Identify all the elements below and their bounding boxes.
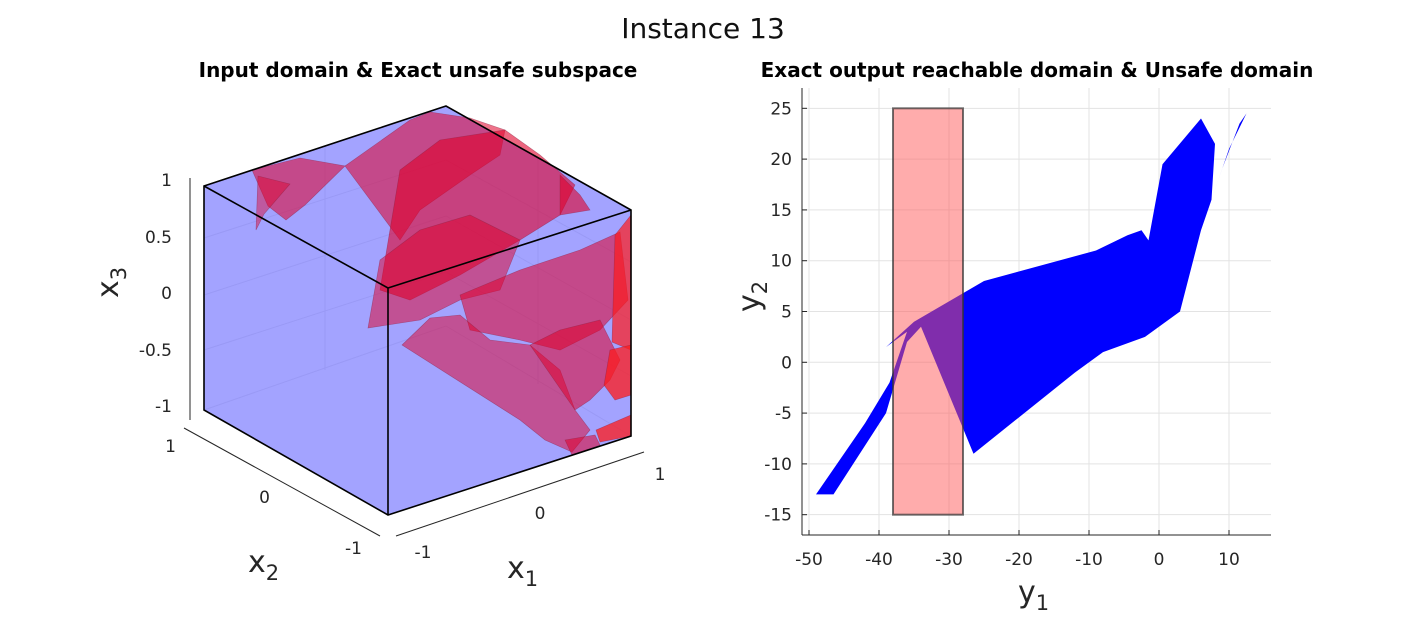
unsafe-region — [559, 174, 591, 216]
y-tick-label: -10 — [764, 455, 792, 475]
x3-tick-label: -0.5 — [139, 341, 172, 361]
y-tick-label: 5 — [781, 303, 792, 323]
x1-ticks: -1 0 1 — [415, 465, 666, 563]
reachable-domain — [816, 113, 1247, 495]
y-tick-label: 0 — [781, 353, 792, 373]
x1-tick-label: 1 — [655, 465, 666, 485]
y-tick-label: -15 — [764, 506, 792, 526]
unsafe-region — [255, 175, 291, 231]
unsafe-region — [564, 434, 601, 456]
cube-left-face — [204, 186, 388, 515]
cube-edges — [203, 105, 632, 516]
right-series — [816, 107, 1247, 516]
x3-ticks: 1 0.5 0 -0.5 -1 — [139, 171, 172, 417]
x3-tick-label: 1 — [161, 171, 172, 191]
y-tick-label: -5 — [775, 404, 792, 424]
y-tick-label: 25 — [770, 99, 792, 119]
unsafe-region — [603, 344, 632, 401]
x-tick-label: -20 — [1005, 550, 1033, 570]
y2-ticks: -15 -10 -5 0 5 10 15 20 25 — [764, 99, 807, 526]
x1-tick-label: -1 — [415, 543, 432, 563]
x2-tick-label: 1 — [165, 437, 176, 457]
left-panel-title: Input domain & Exact unsafe subspace — [199, 58, 638, 82]
right-panel-title: Exact output reachable domain & Unsafe d… — [761, 58, 1314, 82]
y-tick-label: 10 — [770, 252, 792, 272]
x3-axis-label: x3 — [91, 267, 131, 298]
x2-ticks: 1 0 -1 — [165, 437, 362, 559]
x-tick-label: -10 — [1075, 550, 1103, 570]
x2-tick-label: 0 — [259, 488, 270, 508]
x-tick-label: -40 — [865, 550, 893, 570]
left-axes — [183, 178, 645, 537]
x3-tick-label: 0 — [161, 284, 172, 304]
y-tick-label: 15 — [770, 201, 792, 221]
right-panel: Exact output reachable domain & Unsafe d… — [732, 58, 1313, 615]
x-tick-label: 0 — [1154, 550, 1165, 570]
y-tick-label: 20 — [770, 150, 792, 170]
y1-ticks: -50 -40 -30 -20 -10 0 10 — [795, 530, 1240, 570]
x2-tick-label: -1 — [345, 539, 362, 559]
x3-tick-label: -1 — [155, 397, 172, 417]
figure-title: Instance 13 — [621, 12, 785, 45]
x2-axis-label: x2 — [248, 545, 279, 585]
x-tick-label: 10 — [1218, 550, 1240, 570]
unsafe-subspace — [251, 111, 632, 456]
y1-axis-label: y1 — [1018, 575, 1049, 615]
y2-axis-label: y2 — [732, 281, 772, 312]
x1-axis-label: x1 — [507, 551, 538, 591]
unsafe-region — [611, 214, 632, 351]
unsafe-domain — [892, 107, 964, 516]
left-panel: Input domain & Exact unsafe subspace — [91, 58, 665, 591]
x3-tick-label: 0.5 — [145, 228, 172, 248]
x-tick-label: -30 — [935, 550, 963, 570]
x-tick-label: -50 — [795, 550, 823, 570]
x1-tick-label: 0 — [535, 504, 546, 524]
unsafe-region — [251, 157, 346, 221]
